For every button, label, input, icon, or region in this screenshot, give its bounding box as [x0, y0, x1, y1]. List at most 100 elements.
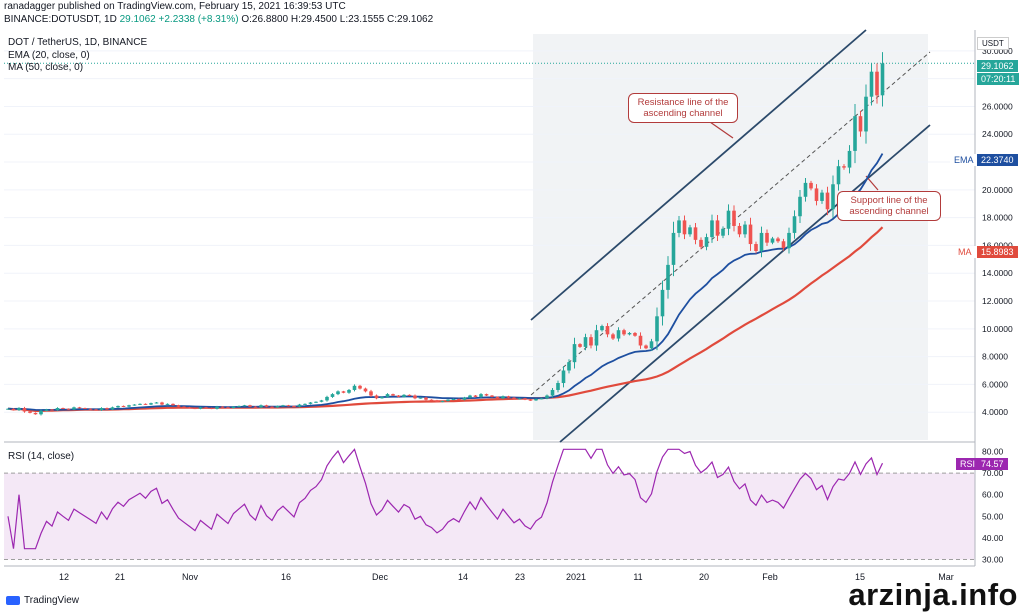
candle-body — [237, 405, 241, 407]
candle-body — [77, 407, 82, 409]
candle-body — [732, 210, 736, 226]
rsi-tag-label: RSI — [956, 458, 980, 470]
candle-body — [798, 196, 802, 217]
candle-body — [319, 400, 324, 402]
candle-body — [578, 344, 582, 347]
ema-line — [7, 153, 884, 411]
candle-body — [781, 241, 786, 249]
rsi-tick-label: 50.00 — [982, 511, 1004, 521]
candle-body — [209, 408, 214, 410]
candle-body — [33, 412, 38, 415]
candle-body — [325, 396, 329, 401]
candle-body — [853, 116, 857, 151]
candle-body — [737, 225, 742, 235]
candle-body — [402, 394, 406, 397]
tradingview-brand[interactable]: TradingView — [6, 595, 79, 606]
ema-line-group — [7, 153, 884, 411]
candle-body — [220, 406, 225, 408]
candle-body — [556, 383, 560, 390]
candle-body — [550, 389, 555, 396]
candle-body — [479, 394, 483, 397]
candle-body — [869, 71, 874, 97]
axes: 4.0000 6.0000 8.0000 10.0000 12.0000 14.0000 1… — [4, 30, 1013, 582]
candle-body — [281, 405, 285, 407]
candle-body — [347, 389, 351, 393]
candle-body — [649, 341, 654, 349]
candle-body — [242, 405, 247, 407]
candle-body — [792, 216, 797, 233]
candle-body — [765, 232, 769, 243]
candle-body — [39, 410, 43, 415]
candle-body — [721, 228, 725, 236]
candle-body — [495, 396, 500, 399]
candle-body — [468, 395, 472, 398]
candle-body — [858, 116, 863, 132]
candle-body — [704, 237, 709, 247]
candle-body — [259, 405, 263, 408]
candle-body — [253, 406, 258, 408]
ema-tag: 22.3740 — [977, 154, 1018, 166]
time-tick-label: 2021 — [566, 572, 586, 582]
candle-body — [198, 407, 203, 409]
legend-ma[interactable]: MA (50, close, 0) — [8, 62, 84, 73]
candle-body — [501, 396, 505, 399]
candle-body — [61, 408, 65, 410]
candle-body — [814, 188, 819, 201]
candle-body — [171, 403, 175, 406]
candle-body — [187, 407, 192, 409]
candle-body — [165, 403, 170, 405]
candle-body — [369, 391, 373, 396]
time-tick-label: Mar — [938, 572, 954, 582]
price-tick-label: 14.0000 — [982, 268, 1013, 278]
candle-body — [605, 326, 610, 335]
legend-ema[interactable]: EMA (20, close, 0) — [8, 50, 90, 61]
candle-body — [770, 238, 775, 243]
candle-body — [341, 391, 346, 393]
candle-body — [616, 330, 621, 339]
candle-body — [638, 335, 643, 346]
symbol: BINANCE:DOTUSDT, 1D — [4, 14, 117, 25]
candle-body — [72, 407, 76, 410]
ohlc-values: O:26.8800 H:29.4500 L:23.1555 C:29.1062 — [241, 14, 434, 25]
candle-body — [589, 337, 593, 346]
candle-body — [413, 395, 417, 399]
candle-body — [644, 345, 648, 349]
candle-body — [358, 385, 362, 389]
time-tick-label: 14 — [458, 572, 468, 582]
candle-body — [446, 399, 450, 402]
candle-body — [149, 403, 153, 405]
rsi-label[interactable]: RSI (14, close) — [8, 451, 75, 462]
candle-body — [55, 408, 60, 411]
candle-body — [336, 391, 340, 395]
candle-body — [484, 394, 489, 396]
candle-body — [534, 399, 538, 401]
candle-body — [44, 409, 49, 411]
candle-body — [594, 330, 599, 346]
candle-body — [429, 399, 434, 401]
rsi-tick-label: 60.00 — [982, 490, 1004, 500]
candle-body — [314, 401, 318, 403]
price-tick-label: 10.0000 — [982, 324, 1013, 334]
price-tick-label: 16.0000 — [982, 240, 1013, 250]
candle-body — [517, 398, 522, 400]
candle-body — [215, 406, 219, 409]
candle-body — [809, 182, 813, 189]
candle-body — [407, 394, 412, 396]
candle-body — [523, 398, 527, 400]
ma-tag-label: MA — [954, 246, 976, 258]
candle-body — [831, 184, 835, 210]
grid — [4, 30, 975, 443]
candle-body — [864, 96, 868, 132]
countdown-tag: 07:20:11 — [977, 73, 1020, 85]
candle-body — [787, 232, 791, 249]
ma-line — [7, 226, 884, 412]
candle-body — [17, 408, 21, 411]
rsi-tick-label: 70.00 — [982, 468, 1004, 478]
candle-body — [6, 408, 10, 410]
time-tick-label: Feb — [762, 572, 778, 582]
candle-body — [424, 397, 428, 400]
price-tag: 29.1062 — [977, 60, 1018, 72]
candle-body — [391, 394, 395, 396]
price-tick-label: 18.0000 — [982, 213, 1013, 223]
